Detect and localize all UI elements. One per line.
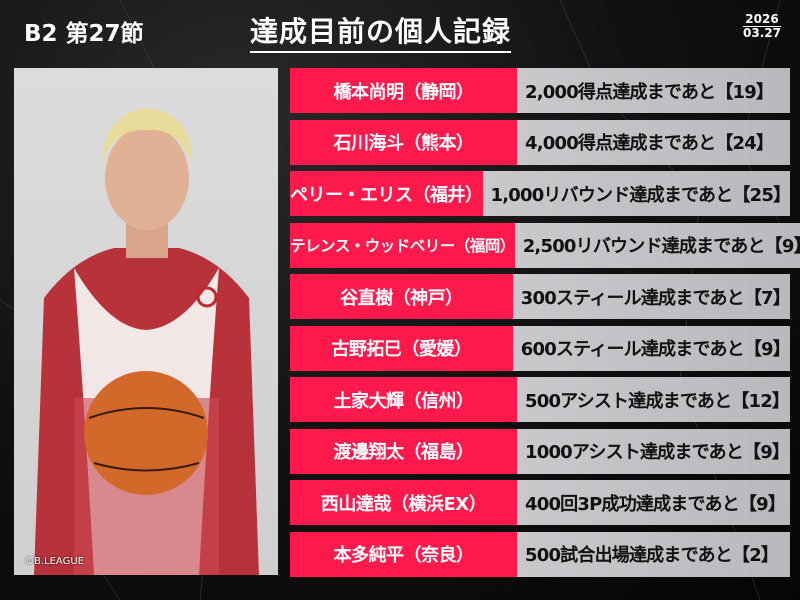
record-row: 渡邊翔太（福島） 1000アシスト達成まであと【9】 [290,428,790,474]
record-text: 500アシスト達成まであと【12】 [517,377,790,422]
record-text: 2,500リバウンド達成まであと【9】 [514,222,800,268]
player-name: 古野拓巳（愛媛） [290,325,513,371]
record-row: テレンス・ウッドベリー（福岡） 2,500リバウンド達成まであと【9】 [290,222,800,268]
record-row: 古野拓巳（愛媛） 600スティール達成まであと【9】 [290,325,791,371]
player-name: 谷直樹（神戸） [290,274,513,319]
date-month-day: 03.27 [743,26,781,40]
record-text: 400回3P成功達成まであと【9】 [517,480,790,525]
record-text: 300スティール達成まであと【7】 [512,274,791,319]
player-name: 橋本尚明（静岡） [290,68,517,113]
record-text: 4,000得点達成まであと【24】 [517,119,790,165]
player-name: 渡邊翔太（福島） [290,428,517,474]
league-round-label: B2 第27節 [24,21,144,47]
player-name: 西山達哉（横浜EX） [290,480,517,525]
record-row: 土家大輝（信州） 500アシスト達成まであと【12】 [290,377,790,422]
player-name: テレンス・ウッドベリー（福岡） [290,222,515,268]
record-text: 600スティール達成まであと【9】 [512,325,791,371]
record-text: 500試合出場達成まであと【2】 [517,531,790,577]
date-year: 2026 [743,13,781,27]
player-name: 石川海斗（熊本） [290,119,517,165]
record-text: 1,000リバウンド達成まであと【25】 [482,171,791,216]
player-photo: ©B.LEAGUE [14,68,278,575]
records-list: 橋本尚明（静岡） 2,000得点達成まであと【19】 石川海斗（熊本） 4,000得… [290,68,800,583]
record-row: 石川海斗（熊本） 4,000得点達成まであと【24】 [290,119,790,165]
page-title: 達成目前の個人記録 [250,10,512,53]
record-row: ペリー・エリス（福井） 1,000リバウンド達成まであと【25】 [290,171,791,216]
record-row: 谷直樹（神戸） 300スティール達成まであと【7】 [290,274,791,319]
record-row: 西山達哉（横浜EX） 400回3P成功達成まであと【9】 [290,480,790,525]
player-name: ペリー・エリス（福井） [290,171,483,216]
player-illustration [34,108,259,575]
record-row: 本多純平（奈良） 500試合出場達成まであと【2】 [290,531,790,577]
record-row: 橋本尚明（静岡） 2,000得点達成まであと【19】 [290,68,790,113]
player-name: 本多純平（奈良） [290,531,517,577]
photo-credit: ©B.LEAGUE [24,556,84,567]
record-text: 1000アシスト達成まであと【9】 [517,428,790,474]
record-text: 2,000得点達成まであと【19】 [517,68,790,113]
player-name: 土家大輝（信州） [290,377,517,422]
date-label: 2026 03.27 [743,13,781,40]
